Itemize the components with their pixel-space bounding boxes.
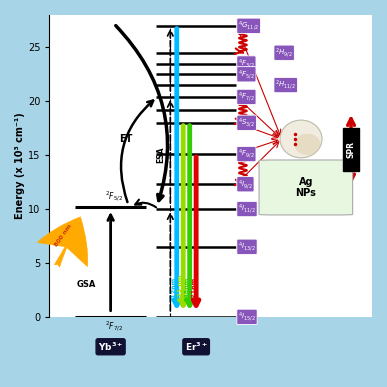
Text: $^4F_{9/2}$: $^4F_{9/2}$ (238, 148, 255, 161)
Text: $^2H_{11/2}$: $^2H_{11/2}$ (275, 79, 296, 91)
Text: $^4F_{3/2}$: $^4F_{3/2}$ (238, 57, 255, 70)
FancyBboxPatch shape (343, 128, 359, 171)
Text: Ag
NPs: Ag NPs (295, 177, 316, 198)
Text: $^4I_{15/2}$: $^4I_{15/2}$ (238, 310, 256, 323)
Text: $^2F_{5/2}$: $^2F_{5/2}$ (105, 190, 123, 204)
Ellipse shape (280, 120, 322, 158)
FancyBboxPatch shape (259, 160, 353, 215)
Text: $^2F_{7/2}$: $^2F_{7/2}$ (105, 320, 123, 334)
Text: SPR: SPR (346, 141, 356, 158)
Text: $^2H_{9/2}$: $^2H_{9/2}$ (275, 46, 293, 59)
Text: 412nm: 412nm (172, 276, 177, 301)
Text: $\mathbf{Er^{3+}}$: $\mathbf{Er^{3+}}$ (185, 341, 207, 353)
Y-axis label: Energy (x 10³ cm⁻¹): Energy (x 10³ cm⁻¹) (15, 113, 25, 219)
Text: $^4I_{13/2}$: $^4I_{13/2}$ (238, 240, 256, 253)
Text: $^4F_{7/2}$: $^4F_{7/2}$ (238, 91, 255, 103)
Text: $\mathbf{Yb^{3+}}$: $\mathbf{Yb^{3+}}$ (98, 341, 123, 353)
Text: ESA: ESA (156, 147, 166, 163)
Ellipse shape (295, 134, 320, 155)
Text: $^4G_{11/2}$: $^4G_{11/2}$ (238, 19, 259, 32)
Text: $^4I_{9/2}$: $^4I_{9/2}$ (238, 178, 253, 191)
Text: 523 nm: 523 nm (178, 274, 183, 301)
Text: 671nm: 671nm (192, 276, 196, 301)
Text: $^4S_{3/2}$: $^4S_{3/2}$ (238, 116, 255, 129)
Text: $^4F_{5/2}$: $^4F_{5/2}$ (238, 68, 255, 80)
Text: $^4I_{11/2}$: $^4I_{11/2}$ (238, 203, 256, 216)
Text: 800 nm: 800 nm (54, 224, 73, 248)
Text: 548nm: 548nm (185, 276, 190, 301)
Text: GSA: GSA (77, 280, 96, 289)
Text: ET: ET (119, 134, 132, 144)
